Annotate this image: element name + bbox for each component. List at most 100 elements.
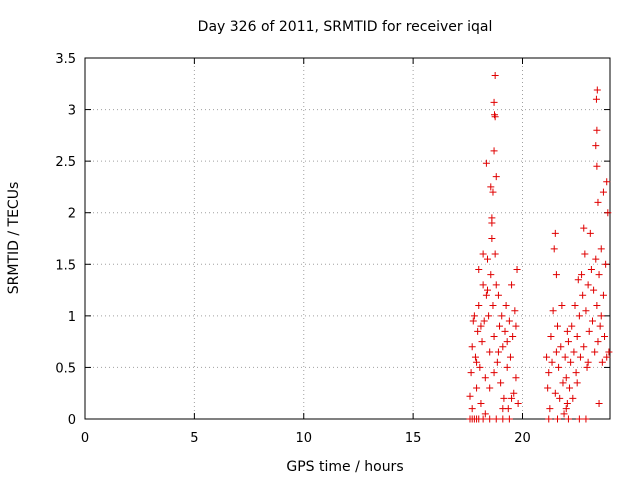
data-point <box>482 159 490 167</box>
data-point <box>575 312 583 320</box>
plot-frame <box>84 57 611 420</box>
y-tick-label: 1.5 <box>55 258 76 273</box>
data-point <box>484 286 491 294</box>
data-point <box>481 410 489 418</box>
data-point <box>480 317 488 325</box>
data-point <box>489 188 497 196</box>
data-point <box>603 353 611 361</box>
data-point <box>593 162 601 170</box>
data-point <box>567 358 575 366</box>
data-point <box>512 322 520 330</box>
data-point <box>466 392 474 400</box>
data-point <box>597 312 605 320</box>
x-tick-label: 5 <box>190 431 198 446</box>
data-point <box>492 173 500 181</box>
data-point <box>576 353 584 361</box>
data-point <box>490 147 498 155</box>
data-point <box>590 286 598 294</box>
data-point <box>580 224 588 232</box>
data-point <box>479 281 487 289</box>
data-point <box>499 343 507 351</box>
data-point <box>572 369 580 377</box>
y-tick-label: 3 <box>68 104 76 119</box>
x-tick-label: 15 <box>405 431 422 446</box>
data-point <box>497 379 505 387</box>
data-point <box>487 271 495 279</box>
data-point <box>469 317 477 325</box>
data-point <box>489 302 497 310</box>
data-point <box>492 415 500 423</box>
data-point <box>471 353 479 361</box>
data-point <box>477 322 485 330</box>
data-point <box>467 369 475 377</box>
data-point <box>597 245 605 253</box>
data-point <box>582 307 590 315</box>
data-point <box>490 98 498 106</box>
data-point <box>562 405 570 413</box>
data-point <box>496 322 504 330</box>
data-point <box>593 126 601 134</box>
data-point <box>484 255 491 263</box>
data-point <box>580 343 588 351</box>
data-point <box>595 400 603 408</box>
data-point <box>568 322 576 330</box>
data-point <box>545 369 553 377</box>
data-point <box>582 415 590 423</box>
data-point <box>574 276 582 284</box>
data-point <box>558 302 566 310</box>
data-point <box>554 322 561 330</box>
data-point <box>501 327 509 335</box>
data-point <box>486 384 494 392</box>
data-point <box>581 250 589 258</box>
data-point <box>514 400 522 408</box>
data-point <box>491 250 499 258</box>
data-point <box>473 384 481 392</box>
data-point <box>485 312 493 320</box>
y-tick-label: 0 <box>68 413 76 428</box>
data-point <box>598 358 606 366</box>
data-point <box>503 338 511 346</box>
data-point <box>509 332 517 340</box>
data-point <box>508 281 516 289</box>
y-tick-label: 1 <box>68 310 76 325</box>
y-tick-label: 2.5 <box>55 155 76 170</box>
data-point <box>546 405 554 413</box>
data-point <box>599 291 607 299</box>
data-point <box>491 72 499 80</box>
data-point <box>575 415 583 423</box>
data-point <box>502 302 510 310</box>
data-point <box>486 415 494 423</box>
data-point <box>591 348 599 356</box>
data-point <box>559 379 567 387</box>
data-point <box>596 322 604 330</box>
data-point <box>494 291 502 299</box>
data-point <box>571 302 579 310</box>
data-point <box>478 338 486 346</box>
data-point <box>512 374 520 382</box>
data-point <box>564 415 572 423</box>
data-point <box>468 343 476 351</box>
data-point <box>511 307 519 315</box>
data-point <box>573 379 581 387</box>
data-point <box>490 332 498 340</box>
data-point <box>487 183 495 191</box>
data-point <box>569 394 577 402</box>
data-point <box>566 384 574 392</box>
data-point <box>476 363 484 371</box>
data-point <box>468 405 476 413</box>
chart-title: Day 326 of 2011, SRMTID for receiver iqa… <box>198 19 493 35</box>
data-point <box>550 245 558 253</box>
data-point <box>593 86 601 94</box>
x-tick-label: 10 <box>295 431 312 446</box>
data-point <box>555 363 563 371</box>
data-point <box>513 265 521 273</box>
data-point <box>556 394 564 402</box>
data-point <box>573 332 581 340</box>
data-point <box>585 327 593 335</box>
data-point <box>473 358 481 366</box>
data-point <box>506 353 514 361</box>
data-point <box>583 363 591 371</box>
data-point <box>579 291 587 299</box>
data-point <box>488 235 496 242</box>
data-point <box>595 271 603 279</box>
